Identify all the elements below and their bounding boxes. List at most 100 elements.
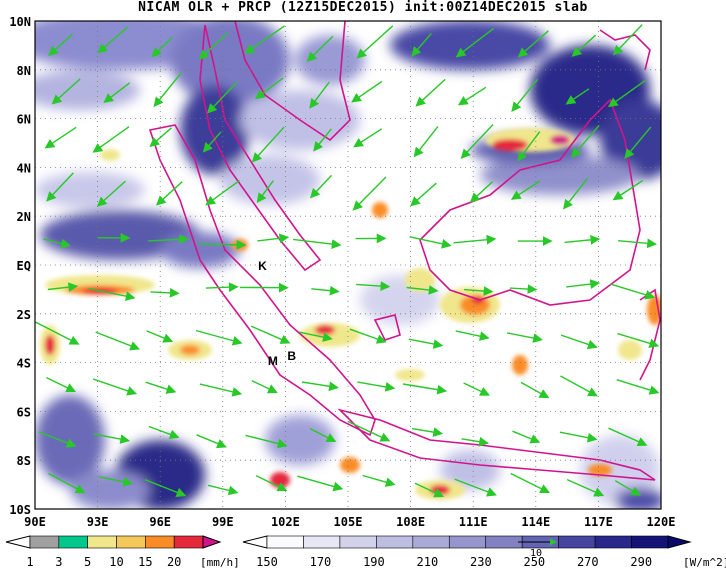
wind-vector [455, 330, 490, 341]
prcp-colorbar-swatch [116, 535, 146, 549]
wind-vector [293, 238, 342, 249]
wind-vector [612, 180, 644, 201]
wind-vector [559, 431, 598, 443]
wind-vector [571, 124, 600, 158]
lat-tick-label: EQ [17, 259, 31, 273]
wind-vector [205, 180, 240, 206]
lat-tick-label: 8S [17, 454, 31, 468]
wind-vector [517, 131, 541, 162]
prcp-colorbar-swatch [173, 535, 204, 549]
wind-vector [402, 383, 448, 395]
lat-tick-label: 10S [9, 503, 31, 517]
wind-vector [617, 332, 660, 349]
olr-colorbar-right-cap [667, 535, 692, 549]
wind-vector [460, 124, 494, 159]
wind-vector [349, 328, 387, 344]
wind-vector [206, 81, 238, 114]
wind-vector [245, 434, 288, 449]
olr-colorbar-swatch [485, 535, 523, 549]
wind-vector [146, 330, 174, 343]
wind-vector [47, 282, 79, 293]
wind-vector [351, 80, 383, 103]
wind-vector [149, 127, 172, 148]
lon-tick-label: 96E [149, 515, 171, 529]
wind-vector [347, 420, 391, 442]
wind-vector [155, 181, 183, 206]
prcp-colorbar-swatch [87, 535, 117, 549]
wind-vector [616, 379, 660, 395]
wind-vector [198, 239, 247, 250]
wind-vector [313, 128, 332, 152]
wind-vector [96, 180, 126, 207]
wind-vector [195, 329, 243, 346]
lat-tick-label: 10N [9, 15, 31, 29]
wind-vector [356, 281, 391, 291]
wind-vector [298, 331, 333, 342]
coastline-malay-peninsula [199, 24, 322, 272]
lat-tick-label: 4S [17, 357, 31, 371]
lon-tick-label: 111E [459, 515, 488, 529]
wind-vector [48, 472, 86, 494]
olr-colorbar-swatch [266, 535, 304, 549]
wind-vector [97, 26, 129, 54]
wind-vector [566, 279, 601, 289]
wind-vector [565, 88, 590, 105]
olr-colorbar-label: 210 [417, 555, 439, 569]
olr-colorbar-swatch [594, 535, 632, 549]
wind-vector [409, 236, 452, 249]
wind-vector [145, 381, 177, 394]
marker-m: M [268, 354, 278, 368]
olr-colorbar-label: 290 [630, 555, 652, 569]
wind-vector [571, 34, 597, 57]
olr-colorbar-swatch [412, 535, 450, 549]
olr-colorbar-swatch [631, 535, 669, 549]
lat-tick-label: 6S [17, 405, 31, 419]
map-frame [34, 20, 662, 510]
latitude-axis: 10N 8N 6N 4N 2N EQ 2S 4S 6S 8S 10S [9, 15, 31, 517]
wind-vector [251, 380, 278, 394]
lat-tick-label: 4N [17, 161, 31, 175]
prcp-colorbar-right-cap [202, 535, 222, 549]
wind-vector [509, 284, 538, 295]
lat-tick-label: 2N [17, 210, 31, 224]
olr-colorbar-swatch [339, 535, 377, 549]
olr-colorbar-label: 190 [363, 555, 385, 569]
precipitation-colorbar: 1 3 5 10 15 20 [mm/h] [5, 535, 240, 569]
wind-vector [46, 172, 74, 202]
wind-vector [92, 126, 130, 153]
wind-vector [560, 334, 598, 350]
lat-tick-label: 8N [17, 64, 31, 78]
wind-vector [624, 126, 652, 159]
wind-vector [618, 238, 657, 249]
wind-vector [254, 77, 284, 100]
wind-vector [153, 72, 182, 108]
wind-vector [35, 321, 80, 345]
wind-vector [413, 126, 439, 158]
station-markers: K M B [258, 259, 296, 368]
wind-vector [306, 35, 334, 62]
coastline-borneo [419, 98, 641, 306]
lon-tick-label: 102E [271, 515, 300, 529]
olr-colorbar-swatch [448, 535, 487, 549]
wind-vector [506, 332, 543, 343]
prcp-colorbar-label: 5 [84, 555, 91, 569]
wind-vector [352, 176, 387, 211]
lon-tick-label: 99E [212, 515, 234, 529]
olr-unit-label: [W/m^2] [683, 556, 726, 569]
wind-vector [415, 78, 446, 107]
wind-vector [150, 287, 180, 298]
coastline-philippines [599, 29, 651, 71]
olr-colorbar-swatch [376, 535, 414, 549]
lon-tick-label: 120E [647, 515, 676, 529]
wind-vector [103, 82, 131, 104]
olr-colorbar: 150 170 190 210 230 250 270 290 10 [W/m^2] [242, 535, 726, 569]
wind-vector [511, 78, 539, 112]
wind-vector [564, 234, 601, 245]
wind-vector [614, 480, 642, 496]
wind-vector [612, 24, 643, 56]
prcp-colorbar-label: 1 [26, 555, 33, 569]
lon-tick-label: 108E [396, 515, 425, 529]
lon-tick-label: 117E [584, 515, 613, 529]
marker-k: K [258, 259, 267, 273]
wind-vector [512, 430, 541, 444]
